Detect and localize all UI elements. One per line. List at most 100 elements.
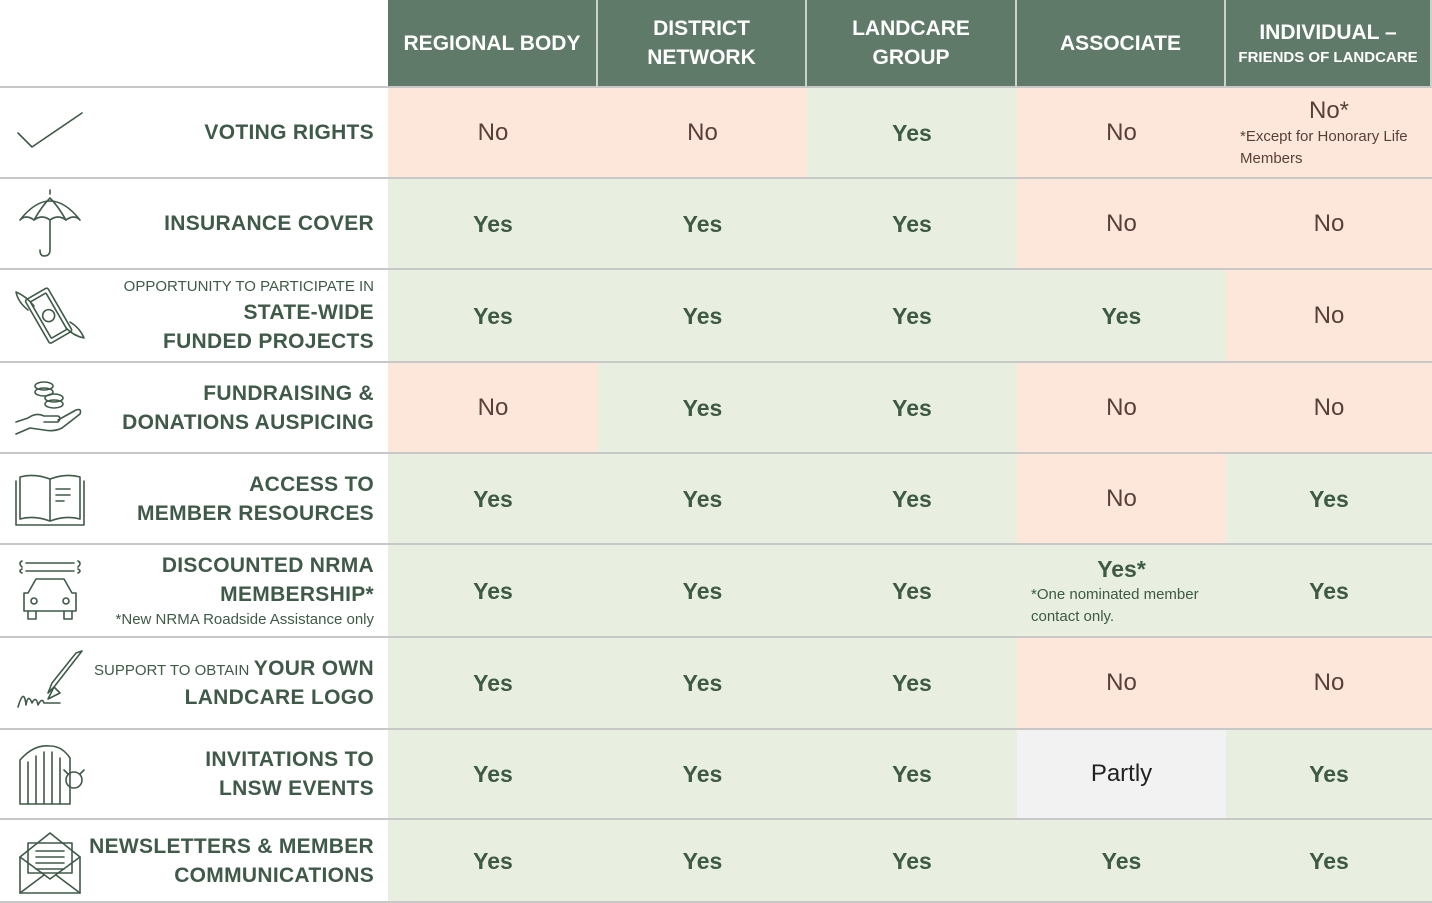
table-cell: Yes bbox=[388, 638, 598, 730]
table-cell: Yes bbox=[807, 638, 1017, 730]
table-cell: No bbox=[1017, 363, 1226, 454]
cell-value: No bbox=[1106, 669, 1137, 696]
table-cell: Yes bbox=[598, 545, 807, 638]
table-cell: Yes bbox=[598, 638, 807, 730]
cell-value: Yes bbox=[682, 577, 723, 604]
cell-value: No bbox=[1106, 209, 1137, 237]
row-label-line1-wrap: SUPPORT TO OBTAIN YOUR OWN bbox=[94, 654, 374, 683]
column-header-label: INDIVIDUAL – bbox=[1259, 20, 1397, 44]
cell-value: No bbox=[687, 118, 718, 146]
table-cell: Yes bbox=[598, 179, 807, 270]
table-cell: Yes bbox=[807, 363, 1017, 454]
cell-value: Yes bbox=[682, 847, 723, 874]
cell-value: Yes bbox=[682, 485, 723, 512]
row-label-line1: STATE-WIDE bbox=[243, 300, 374, 324]
column-header-label: DISTRICT bbox=[653, 17, 750, 40]
cell-value: Yes bbox=[892, 210, 932, 237]
row-label-line2: DONATIONS AUSPICING bbox=[122, 410, 374, 434]
cell-value: Yes bbox=[1309, 485, 1349, 512]
cell-value: Yes bbox=[892, 119, 932, 146]
table-cell: Yes bbox=[1017, 820, 1226, 903]
row-label-fundraising-donations: FUNDRAISING & DONATIONS AUSPICING bbox=[0, 363, 388, 454]
row-label-text: INSURANCE COVER bbox=[164, 179, 374, 268]
column-header-regional-body: REGIONAL BODY bbox=[388, 0, 598, 88]
cell-value: Yes bbox=[682, 670, 723, 696]
table-cell: Yes bbox=[807, 88, 1017, 179]
cell-value: No bbox=[477, 118, 509, 146]
cell-value: Yes bbox=[1101, 302, 1142, 329]
row-label-line1: YOUR OWN bbox=[253, 657, 374, 680]
car-wrench-icon bbox=[14, 555, 86, 627]
table-cell: No bbox=[1226, 638, 1432, 730]
table-cell: No bbox=[388, 88, 598, 179]
column-header-label: LANDCARE bbox=[852, 17, 970, 40]
column-header-label: ASSOCIATE bbox=[1060, 31, 1181, 55]
cell-value: Yes bbox=[473, 210, 513, 237]
table-cell: Yes bbox=[388, 730, 598, 820]
cell-value: No* bbox=[1308, 96, 1350, 124]
row-label-prefix: OPPORTUNITY TO PARTICIPATE IN bbox=[123, 277, 374, 295]
event-ticket-icon bbox=[14, 738, 86, 810]
table-cell: Partly bbox=[1017, 730, 1226, 820]
cell-value: Yes bbox=[473, 302, 513, 329]
row-label-line2: MEMBERSHIP* bbox=[220, 582, 374, 606]
cell-value: Yes bbox=[892, 761, 932, 787]
table-cell: Yes bbox=[388, 545, 598, 638]
flying-money-icon bbox=[14, 280, 86, 352]
row-label-text: FUNDRAISING & DONATIONS AUSPICING bbox=[122, 363, 374, 452]
row-label-line2: MEMBER RESOURCES bbox=[137, 501, 374, 525]
table-cell: No bbox=[1017, 179, 1226, 270]
row-label-state-wide-funded-projects: OPPORTUNITY TO PARTICIPATE IN STATE-WIDE F… bbox=[0, 270, 388, 363]
cell-value: No bbox=[1313, 209, 1345, 237]
row-label-text: OPPORTUNITY TO PARTICIPATE IN STATE-WIDE F… bbox=[124, 270, 374, 361]
column-header-label: REGIONAL BODY bbox=[403, 31, 581, 55]
pen-signature-icon bbox=[14, 647, 86, 719]
envelope-letter-icon bbox=[14, 825, 86, 897]
table-cell: Yes bbox=[1017, 270, 1226, 363]
cell-value: Yes bbox=[892, 847, 932, 874]
table-cell: Yes bbox=[807, 730, 1017, 820]
table-cell: Yes bbox=[598, 820, 807, 903]
checkmark-icon bbox=[14, 97, 86, 169]
row-label-member-resources: ACCESS TO MEMBER RESOURCES bbox=[0, 454, 388, 545]
cell-value: Yes bbox=[473, 847, 513, 874]
cell-value: Yes bbox=[473, 670, 513, 696]
table-cell: Yes bbox=[598, 270, 807, 363]
row-label-line1: VOTING RIGHTS bbox=[204, 121, 374, 144]
cell-value: Yes bbox=[1309, 577, 1349, 604]
row-label-line2: COMMUNICATIONS bbox=[174, 863, 374, 887]
table-cell: No bbox=[1017, 88, 1226, 179]
cell-value: Yes bbox=[892, 394, 932, 421]
table-cell: No bbox=[388, 363, 598, 454]
table-cell: No* *Except for Honorary Life Members bbox=[1226, 88, 1432, 179]
table-cell: Yes bbox=[598, 454, 807, 545]
column-header-label-line2: NETWORK bbox=[647, 46, 756, 69]
table-cell: Yes bbox=[1226, 730, 1432, 820]
table-cell: Yes bbox=[807, 820, 1017, 903]
cell-value: Yes bbox=[682, 302, 723, 329]
header-corner bbox=[0, 0, 388, 88]
row-label-line1: FUNDRAISING & bbox=[203, 381, 374, 405]
row-label-line1: INVITATIONS TO bbox=[205, 748, 374, 771]
table-cell: Yes bbox=[807, 270, 1017, 363]
open-book-icon bbox=[14, 463, 86, 535]
cell-value: Yes bbox=[892, 577, 932, 604]
table-cell: No bbox=[1017, 638, 1226, 730]
table-cell: Yes bbox=[388, 270, 598, 363]
table-cell: Yes bbox=[598, 363, 807, 454]
column-header-label-line2: GROUP bbox=[872, 46, 950, 69]
row-label-line1: NEWSLETTERS & MEMBER bbox=[89, 834, 374, 858]
row-label-line2: LNSW EVENTS bbox=[219, 777, 374, 800]
column-header-landcare-group: LANDCARE GROUP bbox=[807, 0, 1017, 88]
cell-footnote: *One nominated member contact only. bbox=[1031, 585, 1199, 625]
cell-value: Yes bbox=[892, 302, 932, 329]
table-cell: Yes bbox=[1226, 454, 1432, 545]
row-label-insurance-cover: INSURANCE COVER bbox=[0, 179, 388, 270]
table-cell: Yes bbox=[807, 545, 1017, 638]
row-label-prefix: SUPPORT TO OBTAIN bbox=[93, 662, 250, 679]
table-cell: No bbox=[1226, 179, 1432, 270]
row-label-text: NEWSLETTERS & MEMBER COMMUNICATIONS bbox=[89, 820, 374, 901]
cell-value: Yes bbox=[1309, 847, 1349, 874]
row-label-line1: ACCESS TO bbox=[249, 472, 374, 496]
